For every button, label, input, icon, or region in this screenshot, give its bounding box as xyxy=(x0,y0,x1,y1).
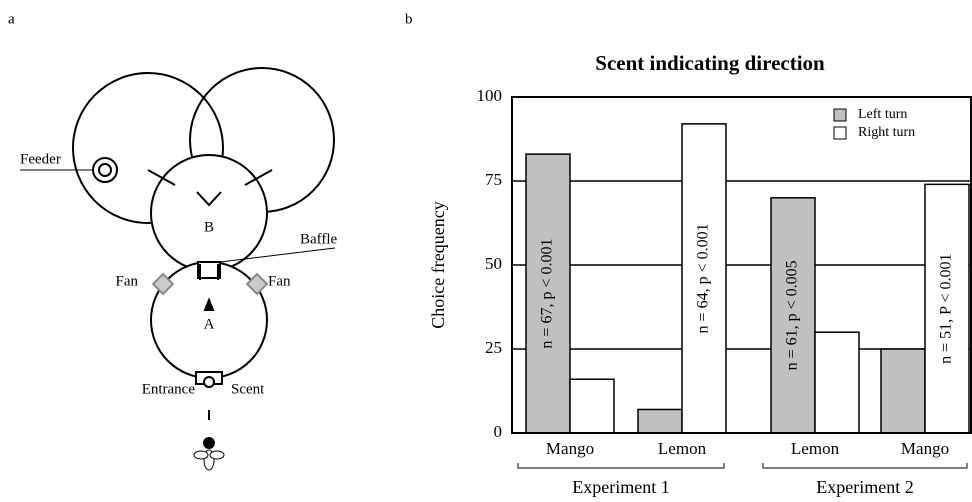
legend-swatch xyxy=(834,127,846,139)
bar xyxy=(638,409,682,433)
diagram-label: Entrance xyxy=(142,381,196,397)
legend-label: Left turn xyxy=(858,107,907,122)
x-tick-label: Lemon xyxy=(791,439,840,458)
feeder xyxy=(99,164,111,176)
panel-label: b xyxy=(405,11,413,27)
bar xyxy=(570,379,614,433)
x-tick-label: Mango xyxy=(546,439,594,458)
bee xyxy=(194,451,208,459)
apparatus-diagram xyxy=(20,68,335,470)
y-tick-label: 0 xyxy=(494,422,503,441)
diagram-label: Scent xyxy=(231,381,265,397)
passage xyxy=(198,262,220,278)
scent-port xyxy=(204,377,214,387)
y-tick-label: 100 xyxy=(477,86,503,105)
diagram-label: A xyxy=(204,316,215,332)
panel-label: a xyxy=(8,11,15,27)
diagram-label: Fan xyxy=(268,273,291,289)
bar xyxy=(815,332,859,433)
bar-annotation: n = 51, P < 0.001 xyxy=(938,254,955,364)
chamber xyxy=(151,155,267,271)
group-bracket xyxy=(763,463,967,468)
bar-annotation: n = 61, p < 0.005 xyxy=(784,260,801,370)
figure: a b Feeder B Baffle Fan Fan A Entrance S… xyxy=(0,0,972,502)
diagram-label: Baffle xyxy=(300,231,338,247)
legend-label: Right turn xyxy=(858,125,915,140)
diagram-label: Fan xyxy=(116,273,139,289)
bar xyxy=(881,349,925,433)
y-axis-label: Choice frequency xyxy=(428,201,448,328)
group-label: Experiment 2 xyxy=(816,477,913,497)
x-tick-label: Lemon xyxy=(658,439,707,458)
y-tick-label: 75 xyxy=(485,170,502,189)
bar-annotation: n = 64, p < 0.001 xyxy=(695,223,712,333)
chart-title: Scent indicating direction xyxy=(595,51,825,75)
bee xyxy=(204,438,214,448)
group-label: Experiment 1 xyxy=(572,477,669,497)
y-tick-label: 50 xyxy=(485,254,502,273)
y-tick-label: 25 xyxy=(485,338,502,357)
diagram-label: Feeder xyxy=(20,151,61,167)
bee xyxy=(210,451,224,459)
diagram-label: B xyxy=(204,219,214,235)
group-bracket xyxy=(518,463,724,468)
x-tick-label: Mango xyxy=(901,439,949,458)
legend-swatch xyxy=(834,109,846,121)
bar-annotation: n = 67, p < 0.001 xyxy=(539,239,556,349)
